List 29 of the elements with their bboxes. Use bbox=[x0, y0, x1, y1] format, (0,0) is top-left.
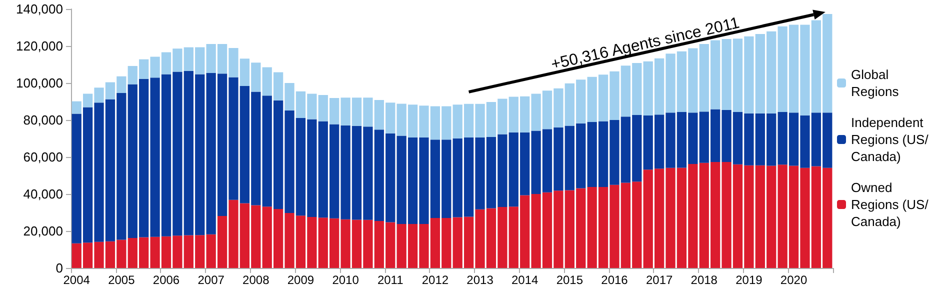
y-tick-label: 40,000 bbox=[23, 186, 63, 202]
x-tick-label: 2016 bbox=[601, 273, 628, 287]
legend-label: Global Regions bbox=[851, 67, 900, 99]
x-tick-label: 2013 bbox=[466, 273, 494, 287]
x-tick-label: 2018 bbox=[690, 273, 718, 287]
x-tick-label: 2019 bbox=[736, 273, 763, 287]
annotation: +50,316 Agents since 2011 bbox=[550, 14, 742, 74]
legend-label: Owned Regions (US/Canada) bbox=[851, 180, 929, 229]
x-tick-label: 2020 bbox=[780, 273, 808, 287]
x-tick-label: 2010 bbox=[332, 273, 360, 287]
x-tick-label: 2015 bbox=[556, 273, 584, 287]
x-tick-label: 2014 bbox=[511, 273, 539, 287]
x-tick-label: 2007 bbox=[198, 273, 225, 287]
x-tick-label: 2008 bbox=[242, 273, 270, 287]
x-tick-label: 2005 bbox=[108, 273, 136, 287]
legend-label: Independent Regions (US/Canada) bbox=[851, 115, 929, 164]
y-tick-label: 0 bbox=[56, 260, 63, 276]
y-tick-label: 20,000 bbox=[23, 224, 63, 238]
x-tick-label: 2004 bbox=[63, 273, 90, 287]
x-tick-label: 2017 bbox=[646, 273, 673, 287]
x-tick-label: 2009 bbox=[287, 273, 314, 287]
x-tick-label: 2011 bbox=[377, 273, 404, 287]
y-tick-label: 80,000 bbox=[23, 112, 63, 128]
x-tick-label: 2012 bbox=[422, 273, 449, 287]
y-tick-label: 120,000 bbox=[16, 38, 63, 54]
x-tick-label: 2006 bbox=[152, 273, 180, 287]
y-tick-label: 100,000 bbox=[16, 76, 63, 90]
y-tick-label: 140,000 bbox=[16, 2, 63, 16]
y-tick-label: 60,000 bbox=[23, 150, 63, 164]
